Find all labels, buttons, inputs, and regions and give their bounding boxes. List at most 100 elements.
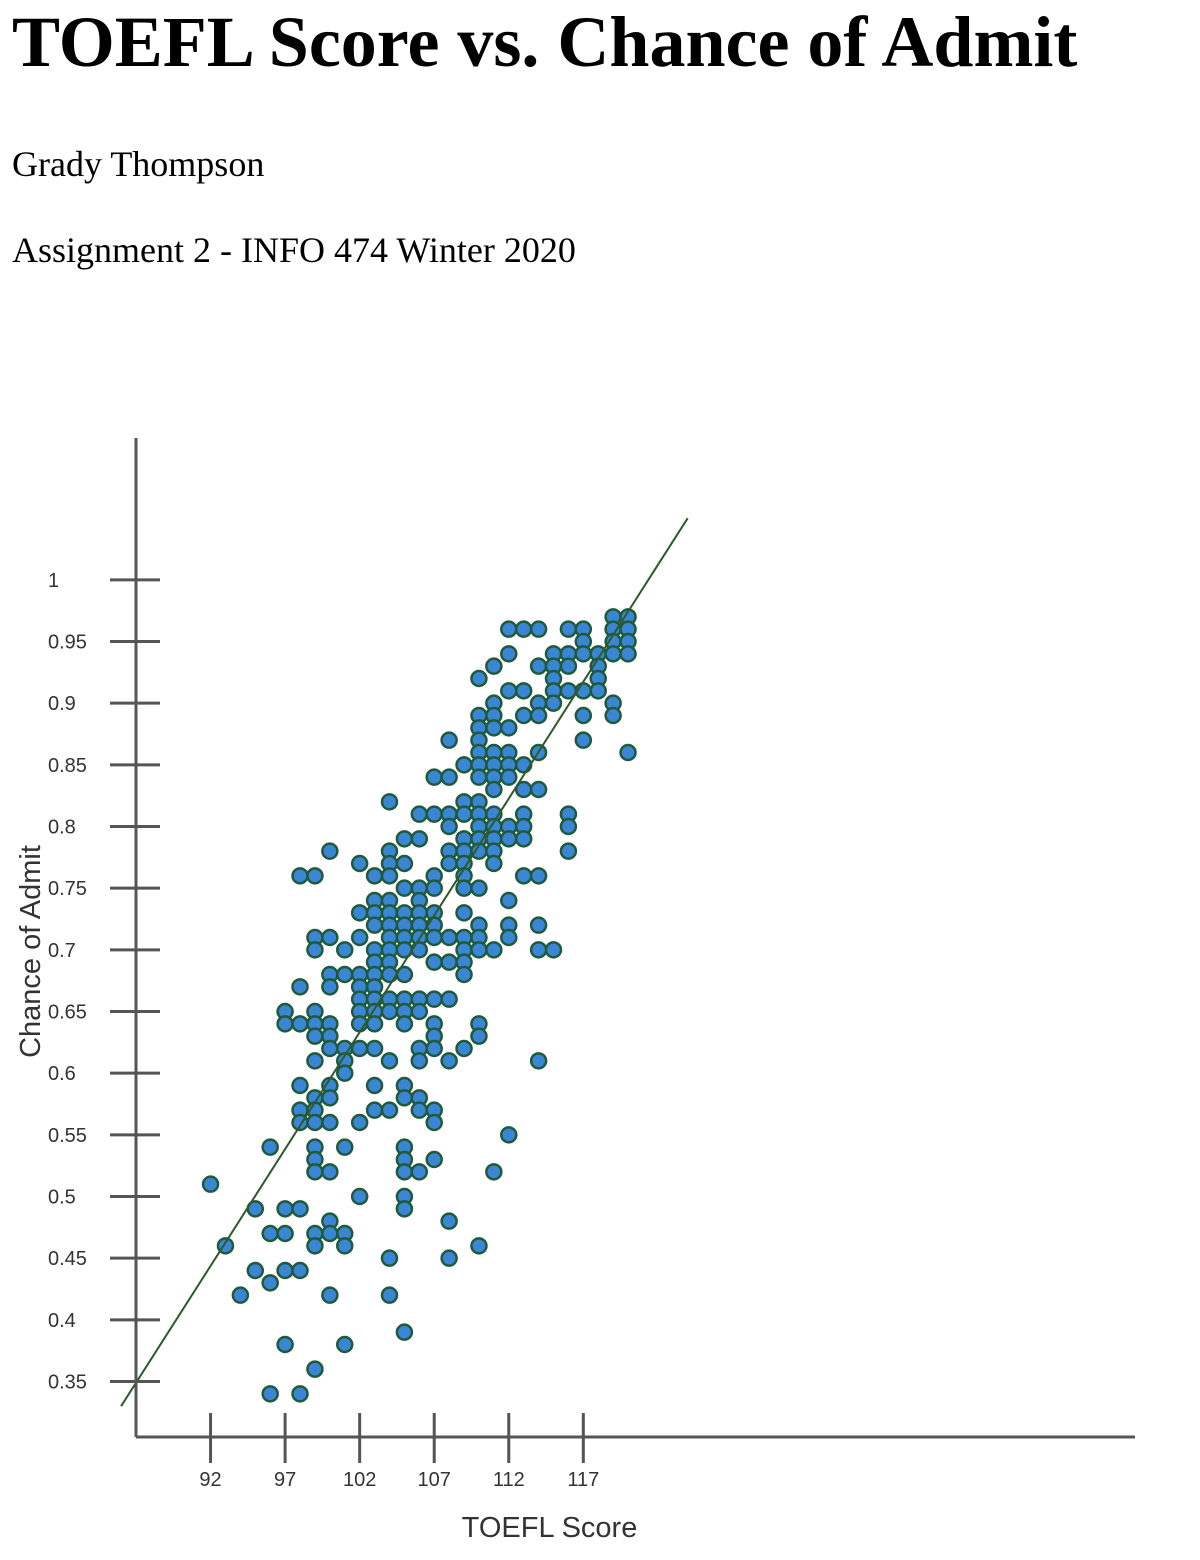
data-point-84 [365, 1015, 384, 1033]
y-tick-label-2: 0.45 [48, 1248, 87, 1270]
data-point-206 [485, 780, 503, 799]
data-point-179 [455, 1039, 473, 1058]
x-tick-label-4: 112 [493, 1469, 525, 1491]
y-tick-label-11: 0.9 [48, 693, 76, 715]
data-point-139 [425, 768, 443, 786]
data-point-101 [380, 1052, 399, 1070]
data-point-261 [574, 645, 593, 663]
data-point-86 [365, 1076, 384, 1095]
data-point-237 [529, 657, 548, 675]
data-point-85 [365, 1039, 384, 1058]
y-tick-label-4: 0.55 [48, 1125, 87, 1147]
data-point-213 [485, 1163, 503, 1181]
points-layer [201, 608, 637, 1403]
data-point-166 [455, 756, 473, 774]
data-point-5 [261, 1138, 279, 1156]
data-point-212 [485, 941, 503, 959]
data-point-73 [350, 1187, 369, 1206]
data-point-4 [246, 1261, 265, 1280]
data-point-36 [306, 1163, 324, 1181]
data-point-23 [291, 1385, 309, 1403]
data-point-198 [470, 1237, 488, 1255]
data-point-8 [261, 1385, 279, 1403]
data-point-106 [395, 854, 414, 873]
data-point-77 [365, 916, 384, 934]
data-point-241 [529, 780, 548, 799]
data-point-154 [440, 731, 458, 749]
data-point-152 [425, 1113, 443, 1132]
data-point-137 [410, 1101, 429, 1119]
data-point-138 [410, 1163, 429, 1181]
data-point-21 [291, 1200, 309, 1218]
data-point-160 [440, 928, 458, 947]
data-point-40 [321, 842, 339, 860]
data-point-214 [500, 620, 518, 638]
data-point-16 [291, 978, 309, 996]
data-point-192 [470, 879, 488, 897]
data-point-38 [306, 1237, 324, 1255]
data-point-153 [425, 1150, 443, 1169]
x-tick-label-0: 92 [199, 1469, 221, 1491]
data-point-46 [321, 1039, 339, 1058]
data-point-125 [410, 830, 429, 848]
y-tick-label-1: 0.4 [48, 1310, 76, 1332]
data-point-105 [395, 830, 414, 848]
y-tick-label-6: 0.65 [48, 1002, 87, 1024]
data-point-62 [335, 1335, 354, 1354]
data-point-230 [514, 756, 533, 774]
data-point-145 [425, 928, 443, 947]
data-point-102 [380, 1101, 399, 1119]
y-tick-label-12: 0.95 [48, 632, 87, 654]
data-point-133 [410, 1002, 429, 1021]
data-point-229 [514, 706, 533, 725]
data-point-257 [559, 817, 578, 836]
data-point-11 [276, 1200, 294, 1218]
data-point-50 [321, 1163, 339, 1181]
data-point-103 [380, 1249, 399, 1267]
data-point-49 [321, 1113, 339, 1132]
data-point-140 [425, 805, 443, 823]
data-point-254 [559, 657, 578, 675]
data-point-52 [321, 1224, 339, 1243]
data-point-15 [291, 867, 309, 885]
data-point-186 [470, 768, 488, 786]
data-point-223 [500, 891, 518, 910]
data-point-251 [544, 941, 563, 959]
data-point-263 [574, 706, 593, 725]
data-point-216 [500, 682, 518, 700]
data-point-264 [574, 731, 593, 749]
data-point-88 [380, 793, 399, 811]
y-tick-label-5: 0.6 [48, 1063, 76, 1085]
data-point-279 [619, 743, 637, 762]
x-tick-label-2: 102 [343, 1469, 376, 1491]
y-tick-label-10: 0.85 [48, 755, 87, 777]
data-point-10 [276, 1015, 294, 1033]
data-point-100 [380, 1002, 399, 1021]
data-point-117 [395, 1089, 414, 1107]
data-point-131 [410, 941, 429, 959]
data-point-55 [335, 965, 354, 984]
data-point-142 [425, 879, 443, 897]
data-point-164 [440, 1212, 458, 1230]
data-point-220 [500, 768, 518, 786]
data-point-180 [470, 669, 488, 688]
data-point-59 [335, 1138, 354, 1156]
data-point-39 [306, 1360, 324, 1378]
assignment-subtitle: Assignment 2 - INFO 474 Winter 2020 [12, 230, 576, 270]
data-point-165 [440, 1249, 458, 1267]
y-tick-label-7: 0.7 [48, 940, 76, 962]
y-tick-label-0: 0.35 [48, 1372, 87, 1394]
data-point-252 [559, 620, 578, 638]
data-point-242 [529, 867, 548, 885]
y-tick-label-8: 0.75 [48, 878, 87, 900]
data-point-13 [276, 1261, 294, 1280]
data-point-12 [276, 1224, 294, 1243]
data-point-202 [485, 719, 503, 737]
y-tick-label-13: 1 [48, 570, 59, 592]
data-point-163 [440, 1052, 458, 1070]
data-point-14 [276, 1335, 294, 1354]
data-point-174 [455, 904, 473, 922]
data-point-159 [440, 854, 458, 873]
x-tick-label-5: 117 [567, 1469, 599, 1491]
